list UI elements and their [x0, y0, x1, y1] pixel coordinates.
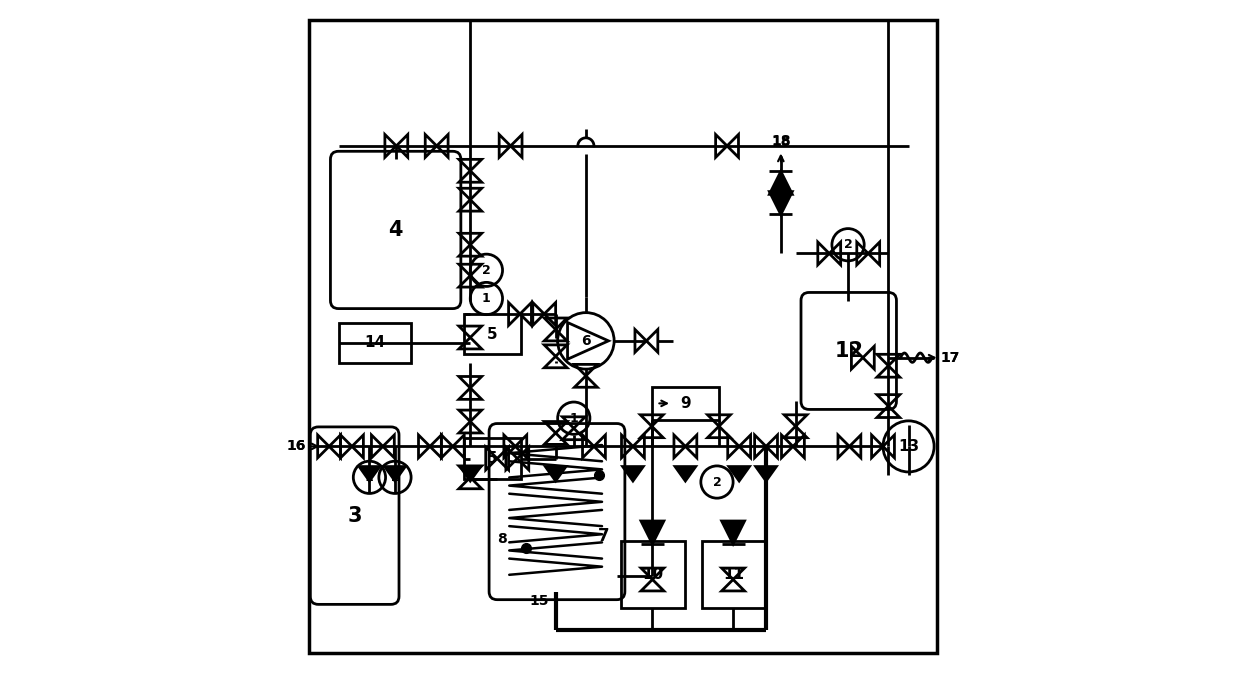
Polygon shape — [675, 466, 695, 481]
Text: 17: 17 — [940, 351, 960, 364]
Polygon shape — [769, 171, 792, 194]
Text: 13: 13 — [898, 439, 919, 454]
Polygon shape — [623, 466, 643, 481]
Text: 1: 1 — [570, 412, 579, 425]
Text: 10: 10 — [642, 566, 663, 582]
Polygon shape — [721, 521, 745, 544]
Text: 3: 3 — [347, 506, 362, 526]
Polygon shape — [769, 192, 792, 215]
Text: 15: 15 — [529, 594, 549, 608]
Text: 2: 2 — [390, 471, 399, 484]
Text: 8: 8 — [497, 532, 507, 546]
Text: 12: 12 — [834, 341, 864, 361]
Text: 1: 1 — [366, 471, 374, 484]
Text: 17: 17 — [940, 351, 960, 364]
Polygon shape — [729, 466, 750, 481]
Text: 2: 2 — [844, 238, 852, 251]
Text: 18: 18 — [771, 134, 790, 148]
Bar — [463, 314, 520, 354]
Polygon shape — [545, 466, 566, 481]
Bar — [652, 387, 719, 419]
Text: 6: 6 — [581, 334, 591, 348]
Polygon shape — [756, 466, 777, 481]
Bar — [621, 541, 685, 608]
Text: 5: 5 — [487, 327, 497, 342]
Text: 4: 4 — [388, 220, 403, 240]
Text: 2: 2 — [712, 475, 721, 489]
Text: 9: 9 — [680, 396, 690, 411]
Text: 11: 11 — [722, 566, 743, 582]
Bar — [701, 541, 766, 608]
Bar — [463, 438, 520, 479]
Bar — [338, 323, 411, 363]
Text: 16: 16 — [287, 439, 306, 454]
Polygon shape — [460, 466, 481, 481]
Text: 16: 16 — [287, 439, 306, 454]
Text: 18: 18 — [771, 135, 790, 149]
Text: 2: 2 — [482, 264, 491, 277]
Text: 7: 7 — [598, 526, 610, 545]
Text: 5: 5 — [487, 451, 497, 466]
Text: 1: 1 — [482, 292, 491, 305]
Polygon shape — [384, 466, 405, 481]
Text: 14: 14 — [364, 335, 385, 350]
Polygon shape — [359, 466, 379, 481]
Polygon shape — [641, 521, 664, 544]
